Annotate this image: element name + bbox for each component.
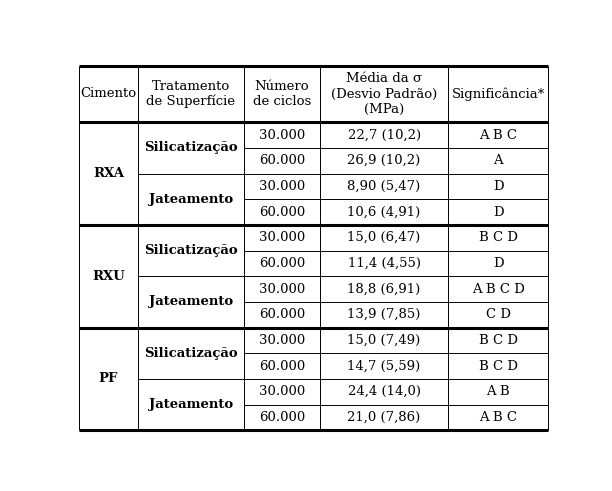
Text: B C D: B C D: [479, 231, 518, 244]
Text: 30.000: 30.000: [259, 231, 305, 244]
Text: 30.000: 30.000: [259, 129, 305, 141]
Text: A B C: A B C: [479, 411, 517, 424]
Text: 60.000: 60.000: [259, 257, 305, 270]
Text: Jateamento: Jateamento: [149, 398, 233, 411]
Text: 60.000: 60.000: [259, 359, 305, 373]
Text: 8,90 (5,47): 8,90 (5,47): [348, 180, 420, 193]
Text: A B C: A B C: [479, 129, 517, 141]
Text: D: D: [493, 206, 504, 218]
Text: 60.000: 60.000: [259, 206, 305, 218]
Text: 22,7 (10,2): 22,7 (10,2): [348, 129, 420, 141]
Text: C D: C D: [486, 308, 510, 321]
Text: Jateamento: Jateamento: [149, 296, 233, 308]
Text: A B C D: A B C D: [472, 282, 524, 296]
Text: 15,0 (6,47): 15,0 (6,47): [348, 231, 420, 244]
Text: B C D: B C D: [479, 334, 518, 347]
Text: Significância*: Significância*: [452, 87, 545, 101]
Text: Média da σ
(Desvio Padrão)
(MPa): Média da σ (Desvio Padrão) (MPa): [331, 73, 437, 115]
Text: 30.000: 30.000: [259, 282, 305, 296]
Text: 30.000: 30.000: [259, 180, 305, 193]
Text: Tratamento
de Superfície: Tratamento de Superfície: [146, 80, 236, 109]
Text: A B: A B: [487, 385, 510, 398]
Text: 15,0 (7,49): 15,0 (7,49): [348, 334, 420, 347]
Text: RXU: RXU: [92, 270, 125, 283]
Text: B C D: B C D: [479, 359, 518, 373]
Text: 10,6 (4,91): 10,6 (4,91): [348, 206, 420, 218]
Text: A: A: [493, 154, 503, 167]
Text: 26,9 (10,2): 26,9 (10,2): [348, 154, 420, 167]
Text: 30.000: 30.000: [259, 334, 305, 347]
Text: 24,4 (14,0): 24,4 (14,0): [348, 385, 420, 398]
Text: Cimento: Cimento: [80, 87, 136, 101]
Text: Número
de ciclos: Número de ciclos: [253, 80, 311, 108]
Text: 14,7 (5,59): 14,7 (5,59): [348, 359, 420, 373]
Text: 60.000: 60.000: [259, 411, 305, 424]
Text: Silicatização: Silicatização: [144, 141, 237, 154]
Text: Silicatização: Silicatização: [144, 244, 237, 257]
Text: Silicatização: Silicatização: [144, 347, 237, 360]
Text: Jateamento: Jateamento: [149, 192, 233, 206]
Text: 18,8 (6,91): 18,8 (6,91): [348, 282, 420, 296]
Text: 30.000: 30.000: [259, 385, 305, 398]
Text: D: D: [493, 257, 504, 270]
Text: 11,4 (4,55): 11,4 (4,55): [348, 257, 420, 270]
Text: 21,0 (7,86): 21,0 (7,86): [348, 411, 420, 424]
Text: 13,9 (7,85): 13,9 (7,85): [348, 308, 421, 321]
Text: PF: PF: [99, 372, 118, 385]
Text: RXA: RXA: [93, 167, 124, 180]
Text: 60.000: 60.000: [259, 308, 305, 321]
Text: D: D: [493, 180, 504, 193]
Text: 60.000: 60.000: [259, 154, 305, 167]
